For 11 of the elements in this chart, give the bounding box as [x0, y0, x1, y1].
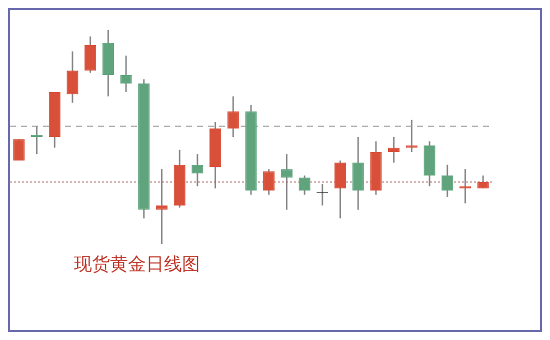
candlestick — [120, 54, 132, 93]
candlestick — [84, 36, 96, 74]
candlestick — [334, 160, 346, 220]
candlestick — [156, 168, 168, 245]
candlestick — [459, 168, 472, 204]
text: 现货黄金日线图 — [74, 254, 200, 275]
candlestick — [477, 174, 489, 190]
candlestick — [192, 153, 204, 187]
candlestick — [66, 50, 78, 104]
candlestick — [280, 153, 293, 211]
candlestick — [388, 136, 400, 164]
